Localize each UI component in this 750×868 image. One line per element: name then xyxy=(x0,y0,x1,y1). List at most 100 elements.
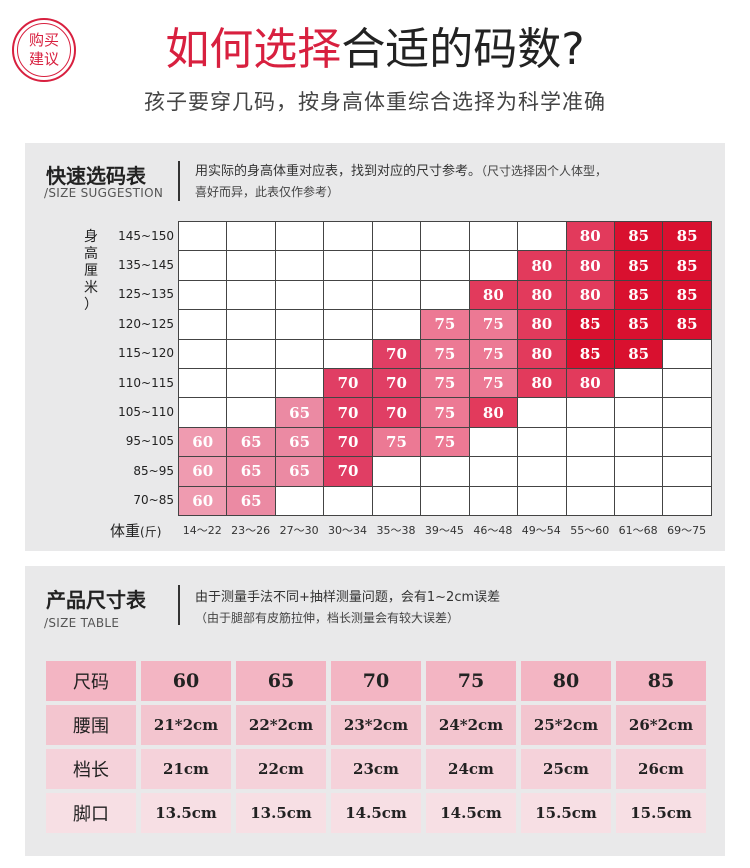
size-cell-65: 65 xyxy=(275,398,325,428)
empty-cell xyxy=(518,457,567,487)
table-cell: 24cm xyxy=(426,749,516,789)
size-cell-80: 80 xyxy=(518,310,567,340)
y-axis-title-char: ） xyxy=(84,297,98,313)
empty-cell xyxy=(518,486,567,516)
size-cell-75: 75 xyxy=(421,310,470,340)
empty-cell xyxy=(275,222,325,252)
table-cell: 24*2cm xyxy=(426,705,516,745)
empty-cell xyxy=(469,427,519,458)
table-cell: 26*2cm xyxy=(616,705,706,745)
y-axis-title: 身高厘米） xyxy=(82,229,100,314)
table-header-size: 80 xyxy=(521,661,611,701)
size-cell-75: 75 xyxy=(421,368,470,399)
empty-cell xyxy=(421,251,470,281)
size-cell-70: 70 xyxy=(324,427,373,458)
badge-line-2: 建议 xyxy=(28,50,59,68)
weight-label: 55〜60 xyxy=(570,524,610,537)
empty-cell xyxy=(275,280,325,311)
height-label: 145~150 xyxy=(118,228,174,243)
weight-label: 23〜26 xyxy=(231,524,271,537)
empty-cell xyxy=(227,251,276,281)
empty-cell xyxy=(663,427,712,458)
height-label: 120~125 xyxy=(118,316,174,331)
size-grid: 80 85 85 80 80 85 85 80 80 80 85 85 75 75 80 85 85 85 70 75… xyxy=(178,221,712,516)
size-cell-85: 85 xyxy=(614,222,664,252)
size-cell-65: 65 xyxy=(227,486,276,516)
table-cell: 22*2cm xyxy=(236,705,326,745)
table-header-size: 85 xyxy=(616,661,706,701)
suggestion-note-line1: 用实际的身高体重对应表，找到对应的尺寸参考。 xyxy=(195,164,482,179)
table-cell: 21cm xyxy=(141,749,231,789)
table-note-line1: 由于测量手法不同+抽样测量问题，会有1~2cm误差 xyxy=(195,590,501,605)
table-cell: 22cm xyxy=(236,749,326,789)
suggestion-note-line2: 喜好而异，此表仅作参考） xyxy=(195,185,340,199)
empty-cell xyxy=(372,251,422,281)
suggestion-note: 用实际的身高体重对应表，找到对应的尺寸参考。（尺寸选择因个人体型， 喜好而异，此… xyxy=(195,161,607,203)
height-label: 115~120 xyxy=(118,346,174,361)
size-cell-80: 80 xyxy=(566,251,615,281)
buy-advice-badge: 购买 建议 xyxy=(12,18,76,82)
height-label: 105~110 xyxy=(118,405,174,420)
size-cell-70: 70 xyxy=(324,398,373,428)
size-cell-85: 85 xyxy=(614,251,664,281)
empty-cell xyxy=(227,398,276,428)
height-label: 135~145 xyxy=(118,258,174,273)
table-cell: 14.5cm xyxy=(426,793,516,833)
weight-label: 49〜54 xyxy=(521,524,561,537)
size-cell-65: 65 xyxy=(227,427,276,458)
table-row-label: 脚口 xyxy=(46,793,136,833)
empty-cell xyxy=(518,398,567,428)
table-cell: 15.5cm xyxy=(616,793,706,833)
page-title-dark: 合适的码数? xyxy=(341,24,585,75)
empty-cell xyxy=(227,222,276,252)
table-row-label: 档长 xyxy=(46,749,136,789)
suggestion-note-small: （尺寸选择因个人体型， xyxy=(481,164,608,178)
weight-label: 69〜75 xyxy=(667,524,707,537)
size-cell-85: 85 xyxy=(663,251,712,281)
empty-cell xyxy=(566,457,615,487)
empty-cell xyxy=(469,251,519,281)
weight-label: 14〜22 xyxy=(182,524,222,537)
empty-cell xyxy=(275,486,325,516)
table-cell: 25*2cm xyxy=(521,705,611,745)
height-label: 110~115 xyxy=(118,375,174,390)
badge-line-1: 购买 xyxy=(28,31,59,49)
size-cell-85: 85 xyxy=(566,310,615,340)
empty-cell xyxy=(518,427,567,458)
size-cell-60: 60 xyxy=(179,486,228,516)
x-axis-unit: (斤) xyxy=(140,525,162,539)
y-axis-title-char: 厘 xyxy=(84,263,98,279)
empty-cell xyxy=(614,486,664,516)
size-cell-65: 65 xyxy=(227,457,276,487)
size-cell-70: 70 xyxy=(372,339,422,369)
table-header-size: 70 xyxy=(331,661,421,701)
empty-cell xyxy=(179,339,228,369)
table-cell: 23*2cm xyxy=(331,705,421,745)
size-cell-75: 75 xyxy=(421,339,470,369)
weight-label: 27〜30 xyxy=(279,524,319,537)
empty-cell xyxy=(566,427,615,458)
size-cell-60: 60 xyxy=(179,457,228,487)
table-title: 产品尺寸表 xyxy=(46,588,146,612)
empty-cell xyxy=(663,486,712,516)
empty-cell xyxy=(179,398,228,428)
table-cell: 23cm xyxy=(331,749,421,789)
table-cell: 26cm xyxy=(616,749,706,789)
empty-cell xyxy=(421,280,470,311)
empty-cell xyxy=(421,486,470,516)
empty-cell xyxy=(614,457,664,487)
size-cell-80: 80 xyxy=(518,280,567,311)
page-title-red: 如何选择 xyxy=(165,24,342,75)
empty-cell xyxy=(179,222,228,252)
size-cell-80: 80 xyxy=(518,368,567,399)
empty-cell xyxy=(469,222,519,252)
table-cell: 25cm xyxy=(521,749,611,789)
suggestion-title: 快速选码表 xyxy=(46,164,146,188)
size-cell-85: 85 xyxy=(663,280,712,311)
size-cell-75: 75 xyxy=(469,339,519,369)
empty-cell xyxy=(614,398,664,428)
empty-cell xyxy=(663,339,712,369)
weight-label: 39〜45 xyxy=(424,524,464,537)
empty-cell xyxy=(469,457,519,487)
empty-cell xyxy=(421,222,470,252)
